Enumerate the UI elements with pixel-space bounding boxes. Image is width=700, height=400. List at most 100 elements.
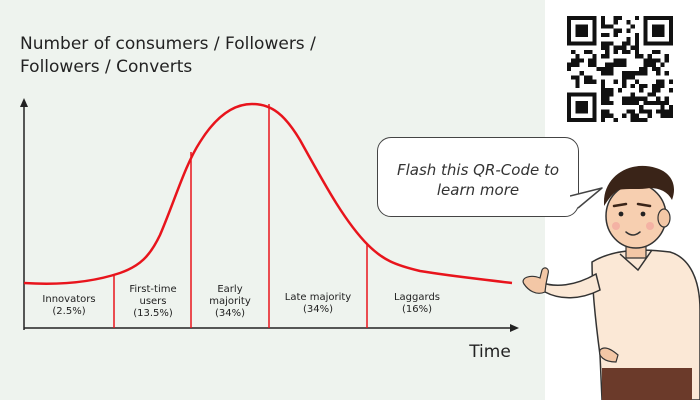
qr-module — [643, 62, 648, 67]
qr-module — [626, 96, 631, 101]
qr-module — [664, 113, 669, 118]
cheek-left — [612, 222, 620, 230]
qr-module — [668, 28, 673, 33]
qr-module — [664, 58, 669, 63]
qr-module — [651, 41, 657, 46]
qr-module — [647, 92, 652, 97]
qr-module — [588, 58, 593, 63]
qr-module — [660, 24, 665, 29]
pants — [602, 368, 692, 400]
qr-module — [668, 16, 673, 21]
qr-module — [668, 105, 673, 110]
qr-module — [579, 71, 584, 76]
qr-module — [622, 49, 627, 55]
qr-module — [600, 16, 606, 21]
qr-module — [613, 117, 618, 122]
qr-module — [605, 100, 610, 106]
qr-module — [664, 16, 669, 21]
qr-module — [583, 16, 589, 21]
qr-module — [660, 100, 665, 106]
qr-module — [609, 113, 614, 118]
qr-module — [651, 24, 657, 29]
qr-module — [617, 28, 623, 33]
qr-module — [583, 32, 589, 38]
eyebrow-right — [636, 202, 652, 208]
qr-module — [664, 54, 669, 59]
qr-module — [639, 109, 644, 114]
qr-module — [639, 66, 644, 72]
qr-module — [600, 113, 606, 118]
qr-module — [613, 28, 618, 33]
segment-label-line: (34%) — [302, 304, 334, 315]
qr-module — [639, 88, 644, 93]
qr-module — [567, 37, 572, 42]
qr-module — [643, 96, 648, 101]
qr-module — [579, 32, 584, 38]
qr-module — [609, 88, 614, 93]
qr-module — [647, 41, 652, 46]
x-axis-label: Time — [469, 342, 511, 362]
person-illustration — [522, 165, 700, 400]
qr-module — [651, 92, 657, 97]
eye-right — [640, 211, 646, 217]
qr-module — [622, 100, 627, 106]
qr-module — [643, 66, 648, 72]
qr-module — [605, 45, 610, 50]
qr-module — [605, 66, 610, 72]
speech-bubble-tail — [570, 187, 603, 209]
qr-module — [651, 100, 657, 106]
qr-module — [660, 16, 665, 21]
qr-module — [592, 24, 597, 29]
qr-module — [639, 54, 644, 59]
qr-module — [660, 113, 665, 118]
qr-module — [605, 92, 610, 97]
qr-module — [579, 117, 584, 122]
qr-module — [643, 28, 648, 33]
qr-module — [571, 49, 576, 55]
qr-module — [626, 28, 631, 33]
qr-module — [639, 105, 644, 110]
qr-module — [592, 54, 597, 59]
qr-module — [668, 113, 673, 118]
qr-module — [622, 58, 627, 63]
qr-module — [571, 58, 576, 63]
qr-module — [651, 66, 657, 72]
qr-module — [613, 20, 618, 25]
qr-module — [664, 96, 669, 101]
bubble-line-2: learn more — [436, 181, 520, 199]
qr-module — [592, 58, 597, 63]
qr-module — [579, 109, 584, 114]
qr-module — [600, 32, 606, 38]
qr-code-icon[interactable] — [567, 16, 673, 122]
adoption-curve — [23, 102, 513, 285]
qr-module — [583, 92, 589, 97]
qr-module — [617, 16, 623, 21]
qr-module — [567, 96, 572, 101]
qr-module — [567, 32, 572, 38]
qr-module — [668, 79, 673, 84]
qr-module — [592, 37, 597, 42]
qr-module — [651, 58, 657, 63]
segment-label-line: Laggards — [393, 292, 440, 303]
qr-module — [575, 92, 580, 97]
qr-module — [634, 54, 640, 59]
qr-module — [639, 71, 644, 76]
qr-module — [571, 62, 576, 67]
qr-module — [605, 49, 610, 55]
qr-module — [630, 109, 635, 114]
qr-module — [656, 49, 661, 55]
qr-module — [609, 41, 614, 46]
segment-label-early-majority: Early majority (34%) — [193, 284, 267, 320]
qr-module — [588, 75, 593, 80]
qr-module — [634, 45, 640, 50]
qr-module — [583, 49, 589, 55]
pointing-hand — [522, 267, 549, 294]
qr-module — [664, 100, 669, 106]
qr-module — [575, 58, 580, 63]
segment-label-line: Innovators — [42, 294, 96, 305]
qr-module — [583, 75, 589, 80]
eye-left — [618, 211, 624, 217]
qr-module — [592, 62, 597, 67]
qr-module — [626, 109, 631, 114]
